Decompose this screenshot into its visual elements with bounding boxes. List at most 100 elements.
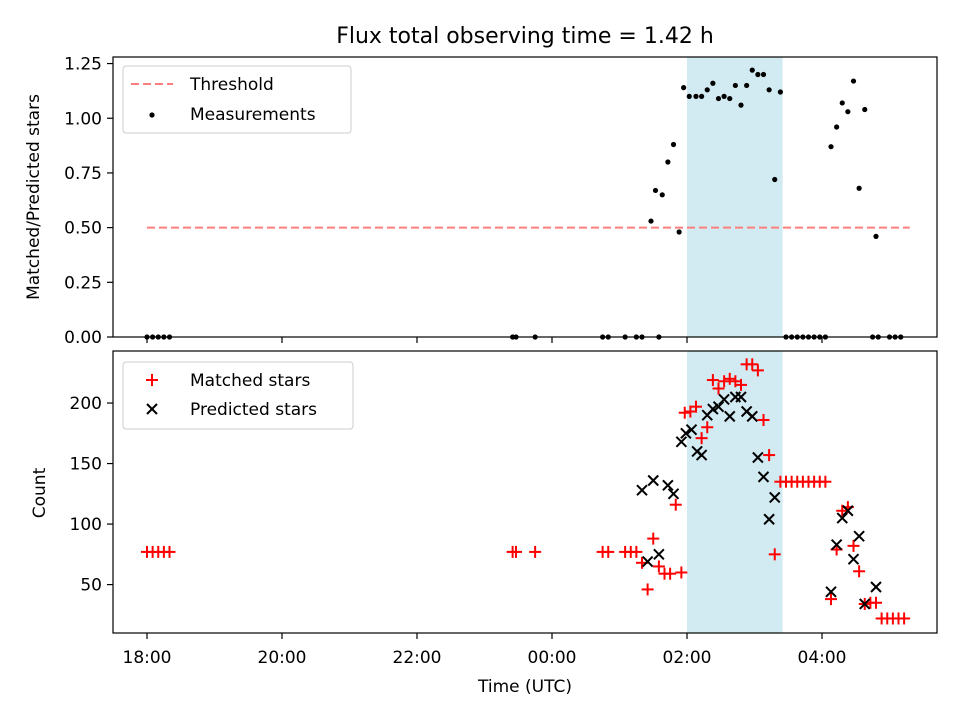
measurement-point xyxy=(721,93,727,99)
measurement-point xyxy=(652,187,659,194)
predicted-star-point xyxy=(653,548,665,561)
matched-star-point xyxy=(751,364,764,377)
measurement-point xyxy=(704,87,710,93)
matched-star-point xyxy=(669,498,682,511)
measurement-point xyxy=(681,85,687,91)
measurement-point xyxy=(862,106,868,113)
matched-star-point xyxy=(825,593,837,606)
legend-matched-swatch xyxy=(146,374,158,386)
predicted-star-point xyxy=(842,505,854,517)
matched-star-point xyxy=(163,545,176,558)
bottom-y-axis-label: Count xyxy=(30,467,50,518)
measurement-point xyxy=(738,102,744,108)
predicted-star-point xyxy=(712,400,725,413)
measurement-point xyxy=(693,93,699,99)
matched-star-point xyxy=(718,375,731,388)
x-tick-label: 00:00 xyxy=(528,648,577,668)
y-tick-label: 100 xyxy=(70,515,102,535)
matched-star-point xyxy=(701,421,714,434)
predicted-star-point xyxy=(836,512,848,524)
measurement-point xyxy=(648,218,654,224)
bottom-x-axis: 18:00 20:00 22:00 00:00 02:00 04:00 xyxy=(123,633,847,668)
bottom-plot-frame xyxy=(112,350,938,634)
bottom-legend-box xyxy=(122,361,354,430)
y-tick-label: 0.25 xyxy=(64,273,102,293)
predicted-star-point xyxy=(830,538,843,551)
matched-star-point xyxy=(723,372,736,385)
predicted-star-point xyxy=(870,581,882,593)
predicted-stars-points xyxy=(636,391,882,610)
matched-star-point xyxy=(735,378,747,391)
predicted-star-point xyxy=(763,513,775,525)
legend-threshold-label: Threshold xyxy=(189,75,274,95)
x-tick-label: 02:00 xyxy=(663,648,712,668)
y-tick-label: 150 xyxy=(70,455,102,475)
measurement-point xyxy=(755,71,761,78)
x-tick-label: 04:00 xyxy=(798,648,847,668)
predicted-star-point xyxy=(685,423,698,436)
y-tick-label: 1.00 xyxy=(64,109,102,129)
measurement-point xyxy=(665,159,671,165)
top-shaded-band xyxy=(687,57,783,337)
top-y-axis-label: Matched/Predicted stars xyxy=(24,94,44,300)
predicted-star-point xyxy=(769,491,781,504)
predicted-star-point xyxy=(853,530,865,542)
matched-star-point xyxy=(510,545,522,558)
figure-title: Flux total observing time = 1.42 h xyxy=(336,24,714,49)
legend-matched-label: Matched stars xyxy=(190,371,310,391)
top-y-axis: 0.00 0.25 0.50 0.75 1.00 1.25 xyxy=(64,55,113,348)
matched-star-point xyxy=(602,545,615,558)
predicted-star-point xyxy=(746,410,758,423)
matched-star-point xyxy=(678,406,691,419)
measurement-point xyxy=(777,89,783,95)
measurement-point xyxy=(873,233,879,239)
y-tick-label: 200 xyxy=(70,394,102,414)
predicted-star-point xyxy=(647,474,659,487)
predicted-star-point xyxy=(724,410,736,423)
predicted-star-point xyxy=(718,393,730,406)
matched-star-point xyxy=(898,612,911,625)
measurement-point xyxy=(710,80,716,86)
matched-star-point xyxy=(630,545,643,558)
x-tick-label: 22:00 xyxy=(393,648,442,668)
measurement-point xyxy=(828,144,834,150)
measurement-point xyxy=(727,95,733,102)
matched-star-point xyxy=(690,400,702,413)
predicted-star-point xyxy=(675,436,688,448)
matched-star-point xyxy=(652,560,665,573)
measurement-point xyxy=(744,82,750,89)
measurement-point xyxy=(732,82,738,89)
matched-star-point xyxy=(853,565,866,578)
matched-star-point xyxy=(768,548,781,561)
y-tick-label: 0.75 xyxy=(64,164,102,184)
matched-star-point xyxy=(757,413,770,426)
x-tick-label: 18:00 xyxy=(123,648,172,668)
measurement-point xyxy=(676,229,682,235)
measurement-point xyxy=(766,87,772,93)
matched-star-point xyxy=(706,374,719,387)
predicted-star-point xyxy=(735,391,747,403)
matched-star-point xyxy=(712,382,725,395)
measurement-point xyxy=(760,71,767,78)
top-legend-box xyxy=(122,65,352,134)
measurement-point xyxy=(772,176,778,183)
measurement-point xyxy=(856,185,862,191)
predicted-star-point xyxy=(680,427,692,440)
measurement-point xyxy=(749,67,755,73)
matched-stars-points xyxy=(141,358,911,625)
y-tick-label: 0.50 xyxy=(64,219,102,239)
matched-star-point xyxy=(746,358,759,371)
predicted-star-point xyxy=(636,484,648,496)
predicted-star-point xyxy=(752,451,764,464)
measurement-point xyxy=(659,192,665,198)
legend-measurements-label: Measurements xyxy=(190,105,316,125)
measurement-point xyxy=(699,93,705,99)
x-tick-label: 20:00 xyxy=(258,648,307,668)
matched-star-point xyxy=(763,449,776,462)
matched-star-point xyxy=(819,475,832,488)
predicted-star-point xyxy=(847,553,860,565)
top-legend: Threshold Measurements xyxy=(122,65,352,134)
y-tick-label: 0.00 xyxy=(64,328,102,348)
top-panel: 0.00 0.25 0.50 0.75 1.00 1.25 Matched/Predict… xyxy=(24,55,938,348)
